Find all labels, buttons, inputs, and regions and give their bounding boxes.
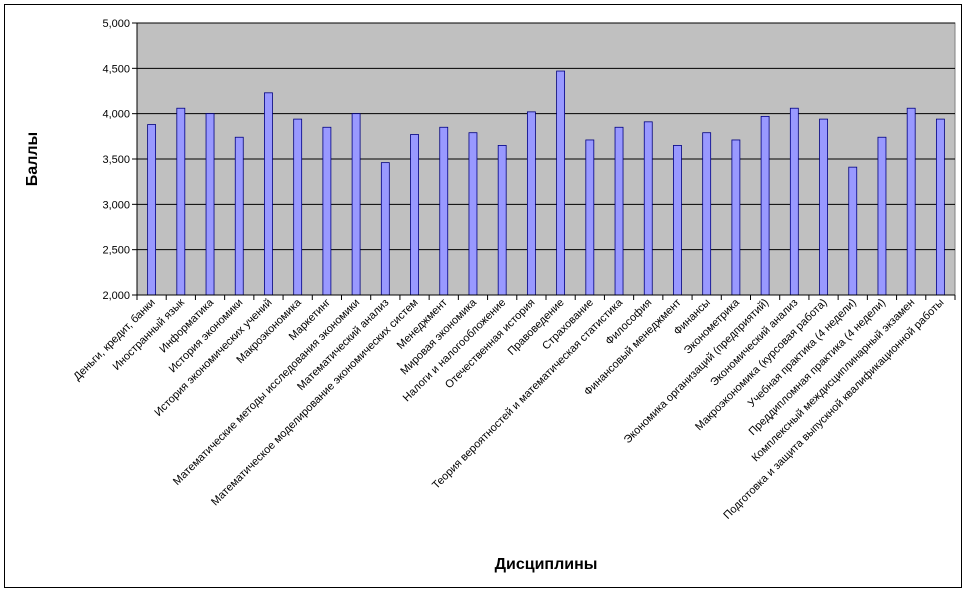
y-tick-labels: 2,000 2,500 3,000 3,500 4,000 4,500 5,000 (102, 18, 130, 302)
bar (848, 166, 858, 296)
x-axis-title: Дисциплины (495, 556, 598, 573)
y-tick-label: 2,500 (102, 245, 130, 257)
bar (234, 136, 244, 296)
y-tick-label: 4,500 (102, 63, 130, 75)
bar (380, 162, 390, 296)
bar (643, 121, 653, 296)
y-axis-title: Баллы (24, 132, 41, 186)
bar (351, 113, 361, 296)
x-tick-label: Подготовка и защита выпускной квалификац… (721, 297, 946, 522)
bar (877, 136, 887, 296)
bar (176, 107, 186, 296)
bar (731, 139, 741, 296)
bar (205, 113, 215, 296)
bar (614, 126, 624, 296)
bar (147, 124, 157, 296)
bar-chart: 2,000 2,500 3,000 3,500 4,000 4,500 5,000 День… (24, 18, 956, 573)
bar (585, 139, 595, 296)
gridlines (137, 22, 955, 251)
bar (789, 107, 799, 296)
bars (147, 70, 945, 296)
bar (702, 132, 712, 296)
x-tick-label: Теория вероятностей и математическая ста… (430, 296, 626, 492)
y-tick-label: 5,000 (102, 18, 130, 30)
bar (264, 92, 273, 296)
y-tick-label: 3,000 (102, 199, 130, 211)
bar (439, 126, 449, 296)
bar (293, 118, 303, 296)
bar (935, 118, 945, 296)
bar (556, 70, 566, 296)
bar (410, 134, 419, 296)
chart-frame: 2,000 2,500 3,000 3,500 4,000 4,500 5,000 День… (4, 4, 962, 588)
axes (132, 22, 956, 300)
y-tick-label: 4,000 (102, 109, 130, 121)
bar (497, 144, 507, 296)
bar (906, 107, 916, 296)
bar (526, 111, 536, 296)
y-tick-label: 2,000 (102, 290, 130, 302)
bar (468, 132, 478, 296)
bar (322, 126, 332, 296)
y-tick-label: 3,500 (102, 154, 130, 166)
bar (760, 115, 770, 296)
bar (819, 118, 828, 296)
bar (673, 144, 682, 296)
